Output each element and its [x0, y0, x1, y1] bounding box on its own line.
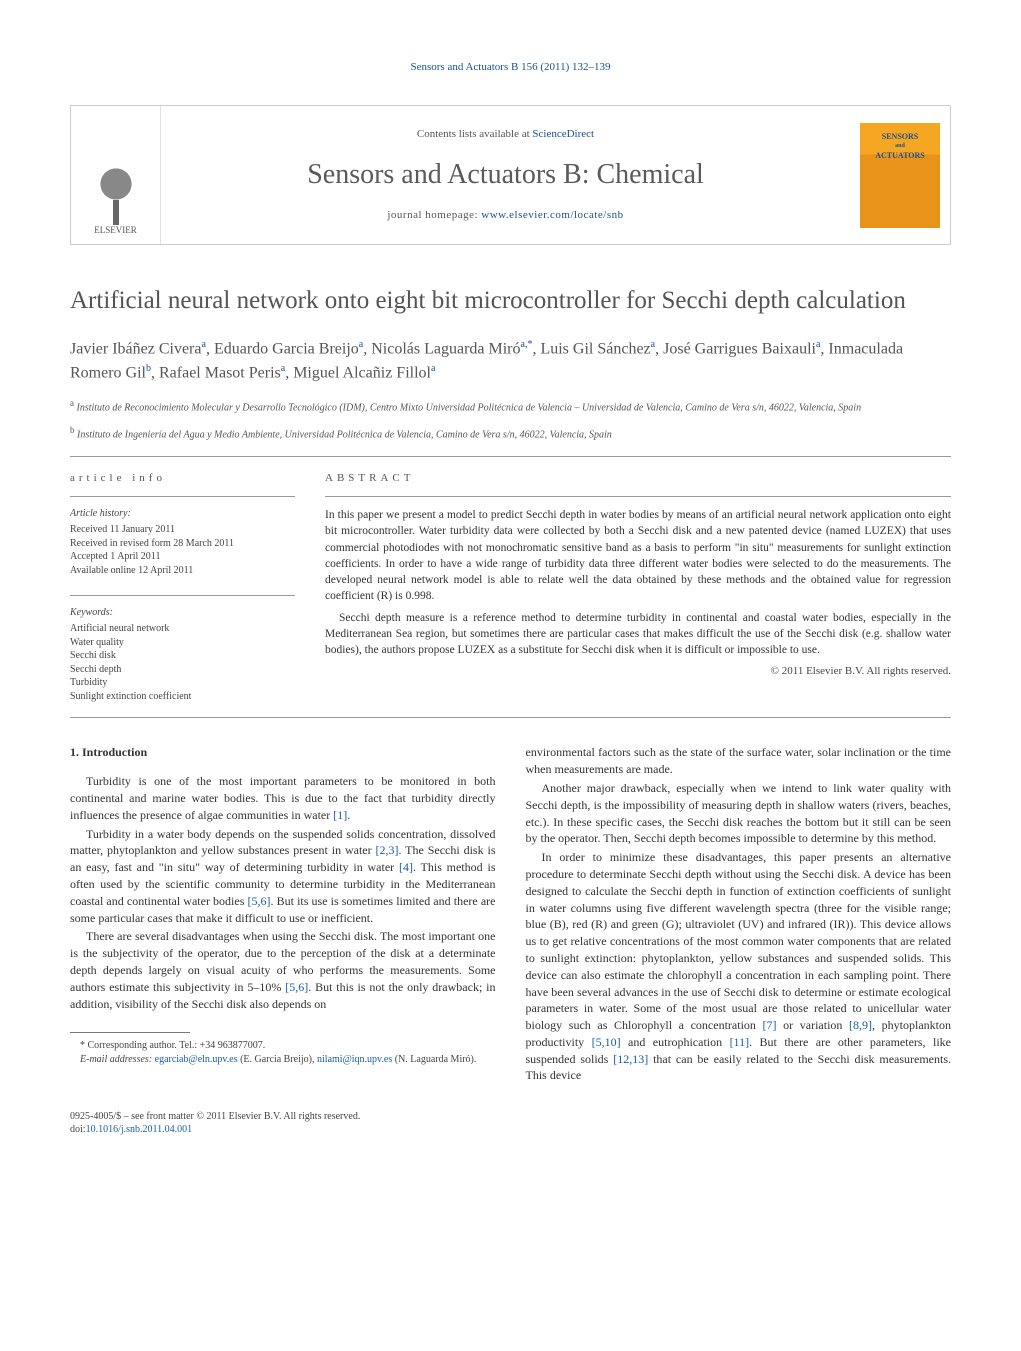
email-link[interactable]: egarciab@eln.upv.es — [155, 1054, 238, 1065]
abstract-paragraph: In this paper we present a model to pred… — [325, 507, 951, 604]
corresponding-footnote: * Corresponding author. Tel.: +34 963877… — [70, 1039, 496, 1053]
affiliation: a Instituto de Reconocimiento Molecular … — [70, 397, 951, 415]
affiliations: a Instituto de Reconocimiento Molecular … — [70, 397, 951, 442]
copyright-line: © 2011 Elsevier B.V. All rights reserved… — [325, 664, 951, 679]
cover-line2: ACTUATORS — [875, 150, 925, 161]
keyword: Sunlight extinction coefficient — [70, 690, 295, 704]
body-left-col: 1. Introduction Turbidity is one of the … — [70, 744, 496, 1086]
history-item: Accepted 1 April 2011 — [70, 550, 295, 564]
email-footnote: E-mail addresses: egarciab@eln.upv.es (E… — [70, 1053, 496, 1067]
page: Sensors and Actuators B 156 (2011) 132–1… — [0, 0, 1021, 1176]
journal-banner: ELSEVIER Contents lists available at Sci… — [70, 105, 951, 245]
homepage-prefix: journal homepage: — [387, 209, 481, 221]
affiliation: b Instituto de Ingeniería del Agua y Med… — [70, 424, 951, 442]
cover-line1: SENSORS — [882, 131, 918, 142]
body-paragraph: Turbidity is one of the most important p… — [70, 773, 496, 823]
email-link[interactable]: nilami@iqn.upv.es — [317, 1054, 392, 1065]
keywords-label: Keywords: — [70, 606, 295, 620]
body-columns: 1. Introduction Turbidity is one of the … — [70, 744, 951, 1086]
keyword: Secchi disk — [70, 649, 295, 663]
abstract-paragraph: Secchi depth measure is a reference meth… — [325, 610, 951, 658]
journal-cover-thumb: SENSORS and ACTUATORS — [850, 106, 950, 244]
ref-link[interactable]: [1] — [333, 808, 347, 822]
ref-link[interactable]: [12,13] — [613, 1052, 648, 1066]
doi-label: doi: — [70, 1124, 86, 1135]
sciencedirect-link[interactable]: ScienceDirect — [532, 128, 594, 140]
contents-available-line: Contents lists available at ScienceDirec… — [417, 127, 594, 142]
ref-link[interactable]: [5,6] — [285, 980, 308, 994]
section-heading: 1. Introduction — [70, 744, 496, 761]
section-number: 1. — [70, 745, 79, 759]
cover-image-icon: SENSORS and ACTUATORS — [860, 123, 940, 228]
body-paragraph: There are several disadvantages when usi… — [70, 928, 496, 1012]
cover-line2-small: and — [895, 142, 905, 150]
publisher-logo: ELSEVIER — [71, 106, 161, 244]
doi-link[interactable]: 10.1016/j.snb.2011.04.001 — [86, 1124, 193, 1135]
ref-link[interactable]: [5,10] — [592, 1035, 621, 1049]
ref-link[interactable]: [2,3] — [376, 843, 399, 857]
body-paragraph: Turbidity in a water body depends on the… — [70, 826, 496, 927]
journal-homepage-line: journal homepage: www.elsevier.com/locat… — [387, 208, 623, 223]
journal-title: Sensors and Actuators B: Chemical — [307, 155, 704, 194]
rule-info — [70, 496, 295, 497]
elsevier-tree-icon — [91, 160, 141, 220]
author-list: Javier Ibáñez Civeraa, Eduardo Garcia Br… — [70, 337, 951, 386]
body-paragraph: Another major drawback, especially when … — [526, 780, 952, 847]
footer-line1: 0925-4005/$ – see front matter © 2011 El… — [70, 1110, 951, 1123]
rule-bottom — [70, 717, 951, 718]
footer-doi-line: doi:10.1016/j.snb.2011.04.001 — [70, 1123, 951, 1136]
rule-keywords — [70, 595, 295, 596]
keyword: Water quality — [70, 636, 295, 650]
article-title: Artificial neural network onto eight bit… — [70, 285, 951, 316]
article-history: Article history: Received 11 January 201… — [70, 507, 295, 577]
footnote-rule — [70, 1032, 190, 1033]
history-item: Received in revised form 28 March 2011 — [70, 537, 295, 551]
abstract-text: In this paper we present a model to pred… — [325, 507, 951, 658]
history-item: Received 11 January 2011 — [70, 523, 295, 537]
ref-link[interactable]: [11] — [730, 1035, 750, 1049]
ref-link[interactable]: [4] — [399, 860, 413, 874]
publisher-name: ELSEVIER — [94, 224, 137, 237]
body-right-col: environmental factors such as the state … — [526, 744, 952, 1086]
article-info-col: article info Article history: Received 1… — [70, 471, 295, 703]
body-paragraph: environmental factors such as the state … — [526, 744, 952, 778]
ref-link[interactable]: [5,6] — [248, 894, 271, 908]
keyword: Secchi depth — [70, 663, 295, 677]
abstract-heading: abstract — [325, 471, 951, 486]
ref-link[interactable]: [7] — [763, 1018, 777, 1032]
banner-center: Contents lists available at ScienceDirec… — [161, 106, 850, 244]
history-item: Available online 12 April 2011 — [70, 564, 295, 578]
section-title: Introduction — [82, 745, 147, 759]
body-paragraph: In order to minimize these disadvantages… — [526, 849, 952, 1084]
info-abstract-row: article info Article history: Received 1… — [70, 471, 951, 703]
article-info-heading: article info — [70, 471, 295, 486]
keywords-block: Keywords: Artificial neural networkWater… — [70, 606, 295, 703]
page-footer: 0925-4005/$ – see front matter © 2011 El… — [70, 1110, 951, 1136]
journal-homepage-link[interactable]: www.elsevier.com/locate/snb — [481, 209, 623, 221]
rule-abstract — [325, 496, 951, 497]
email-label: E-mail addresses: — [80, 1054, 152, 1065]
running-header: Sensors and Actuators B 156 (2011) 132–1… — [70, 60, 951, 75]
keyword: Turbidity — [70, 676, 295, 690]
contents-prefix: Contents lists available at — [417, 128, 532, 140]
ref-link[interactable]: [8,9] — [849, 1018, 872, 1032]
rule-top — [70, 456, 951, 457]
abstract-col: abstract In this paper we present a mode… — [325, 471, 951, 703]
keyword: Artificial neural network — [70, 622, 295, 636]
history-label: Article history: — [70, 507, 295, 521]
